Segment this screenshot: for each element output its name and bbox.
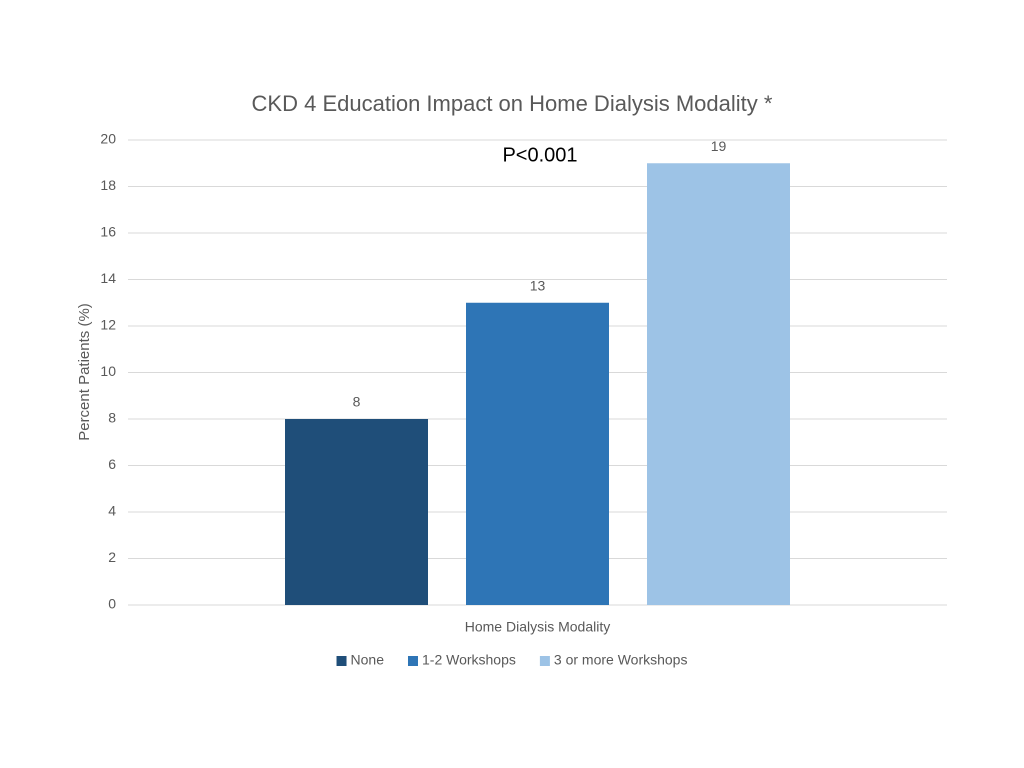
annotation: P<0.001 <box>502 144 577 166</box>
y-tick-label: 6 <box>108 456 116 472</box>
data-label: 19 <box>711 138 727 154</box>
legend: None 1-2 Workshops 3 or more Workshops <box>336 652 688 668</box>
y-tick-label: 18 <box>100 177 116 193</box>
legend-swatch <box>539 656 550 666</box>
y-tick-label: 0 <box>108 596 116 612</box>
y-tick-label: 8 <box>108 410 116 426</box>
y-tick-label: 2 <box>108 549 116 565</box>
chart-title: CKD 4 Education Impact on Home Dialysis … <box>252 91 773 116</box>
data-label: 13 <box>530 277 546 293</box>
legend-label: 3 or more Workshops <box>554 652 688 668</box>
y-tick-label: 14 <box>100 270 116 286</box>
legend-swatch <box>336 656 347 666</box>
y-tick-label: 10 <box>100 363 116 379</box>
x-tick-label: Home Dialysis Modality <box>465 619 610 635</box>
y-tick-label: 4 <box>108 503 116 519</box>
legend-label: 1-2 Workshops <box>422 652 516 668</box>
bar <box>285 419 428 605</box>
legend-label: None <box>351 652 385 668</box>
y-tick-label: 16 <box>100 224 116 240</box>
y-tick-label: 20 <box>100 131 116 147</box>
bar <box>466 302 609 605</box>
y-axis-title: Percent Patients (%) <box>76 303 93 441</box>
legend-swatch <box>407 656 418 666</box>
y-tick-label: 12 <box>100 317 116 333</box>
bar <box>647 163 790 605</box>
data-label: 8 <box>353 394 361 410</box>
